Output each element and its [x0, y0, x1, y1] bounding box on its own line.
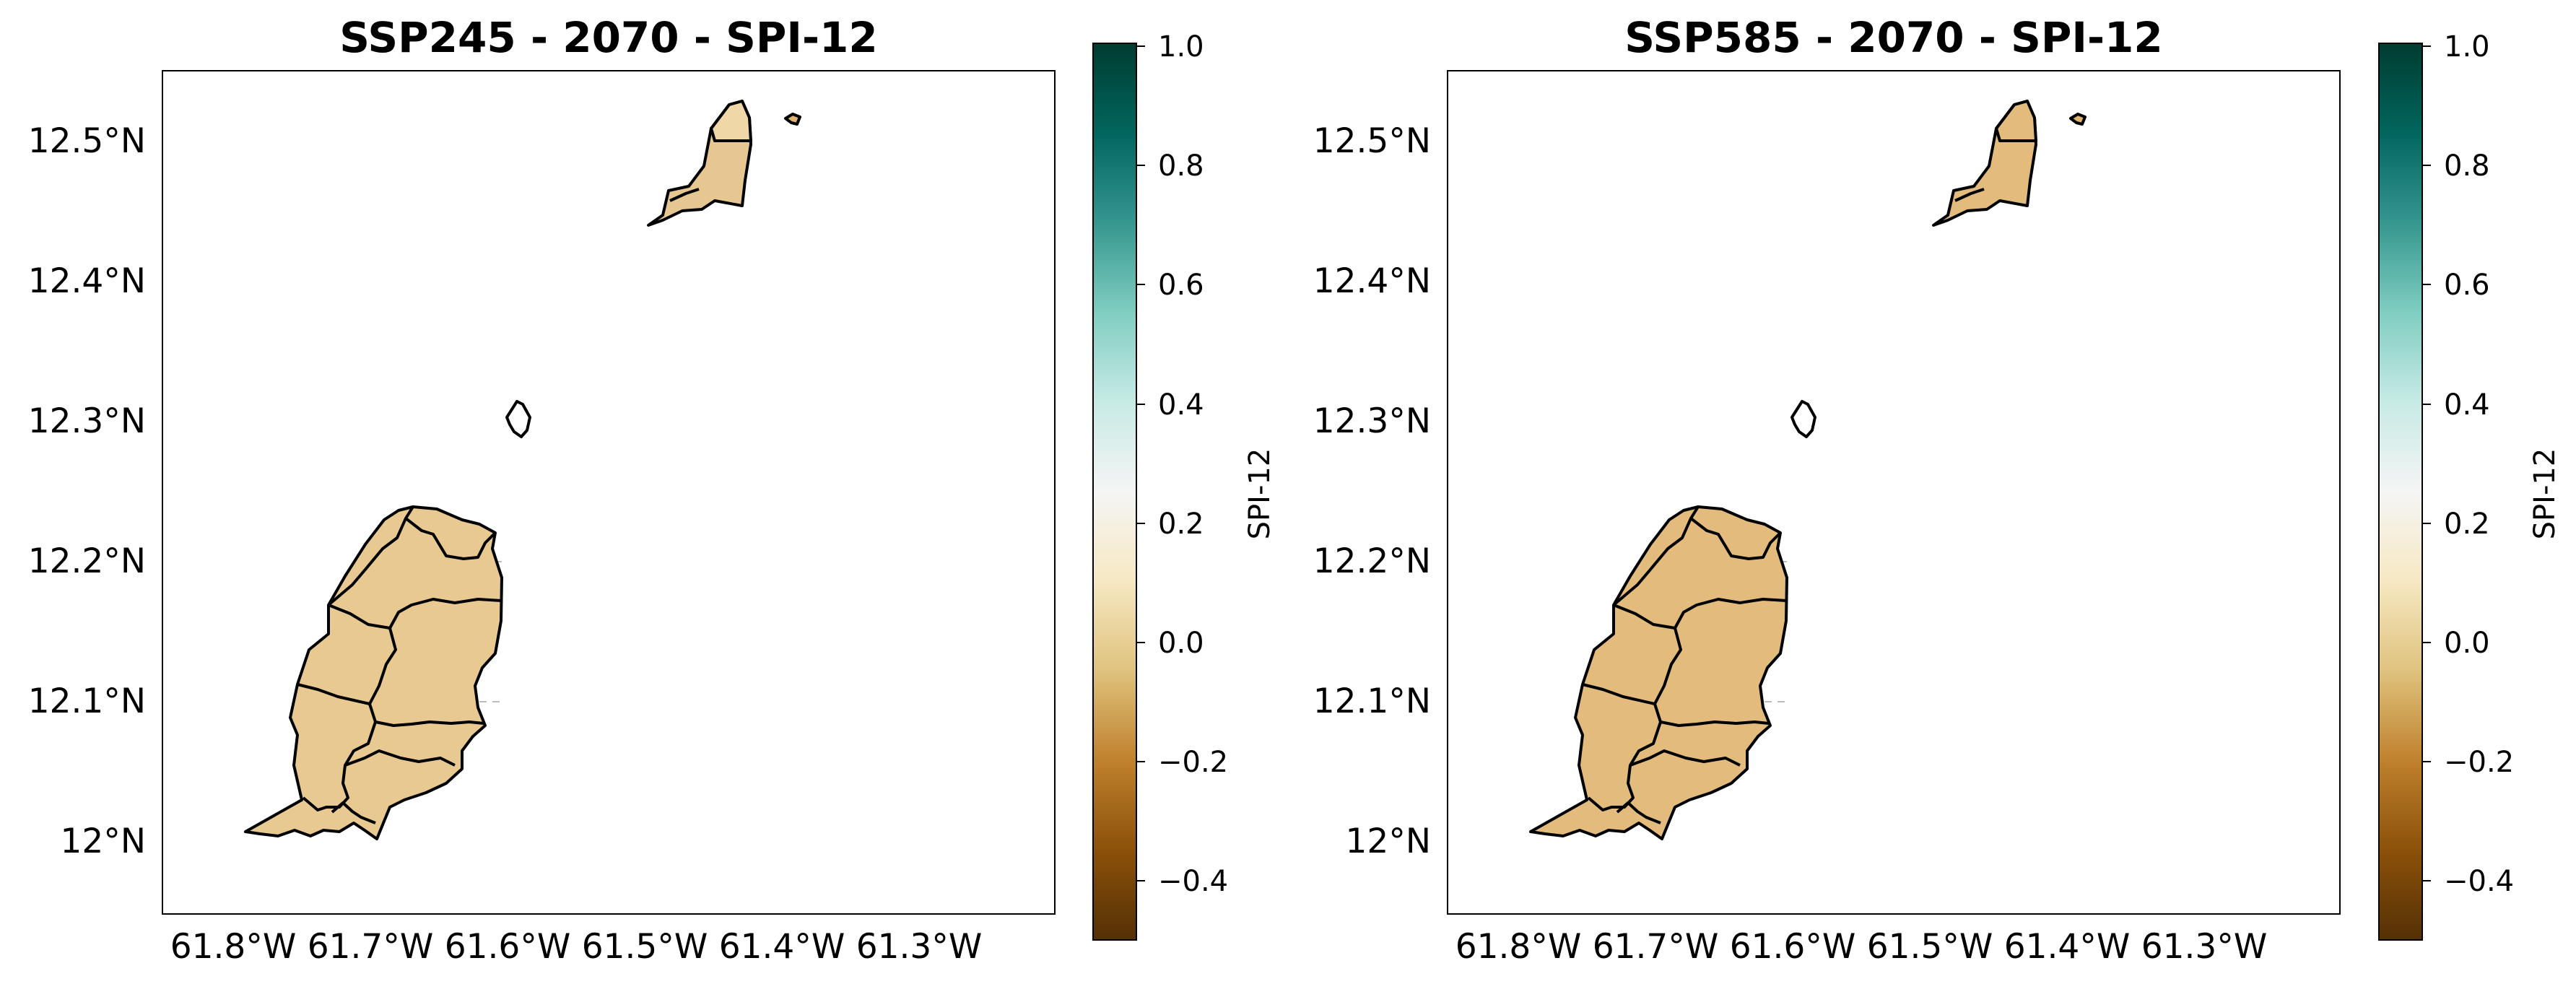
y-tick-label: 12.3°N: [28, 401, 146, 441]
region-petite-martinique: [784, 113, 801, 126]
x-tick-label: 61.8°W: [170, 927, 297, 967]
colorbar-tick-label: 0.8: [1158, 149, 1204, 183]
parish-boundaries: [297, 188, 700, 824]
map-frame: [1447, 70, 2341, 915]
colorbar-tick-label: 0.4: [2444, 388, 2490, 422]
x-tick-label: 61.6°W: [1730, 927, 1856, 967]
y-tick-label: 12.4°N: [28, 261, 146, 301]
y-ticks: 12.5°N 12.4°N 12.3°N 12.2°N 12.1°N 12°N: [1313, 121, 1431, 861]
region-outline-isle: [505, 400, 531, 438]
colorbar-label: SPI-12: [2528, 448, 2562, 540]
colorbar-tick-label: 0.4: [1158, 388, 1204, 422]
colorbar-tick-label: 0.0: [1158, 627, 1204, 660]
parish-boundaries: [1582, 188, 1985, 824]
x-tick-label: 61.5°W: [582, 927, 708, 967]
y-tick-label: 12.5°N: [28, 121, 146, 161]
x-tick-label: 61.7°W: [308, 927, 434, 967]
colorbar-tick-label: −0.4: [1158, 865, 1228, 898]
colorbar-tick-label: 1.0: [1158, 30, 1204, 64]
x-tick-label: 61.3°W: [856, 927, 983, 967]
colorbar-tick-label: −0.2: [2444, 746, 2514, 779]
x-tick-label: 61.7°W: [1593, 927, 1719, 967]
x-tick-label: 61.3°W: [2141, 927, 2268, 967]
colorbar-tick-label: 0.2: [1158, 508, 1204, 541]
panel-ssp245: SSP245 - 2070 - SPI-12: [28, 13, 1276, 967]
colorbar-tick-label: −0.2: [1158, 746, 1228, 779]
x-tick-label: 61.4°W: [2004, 927, 2131, 967]
colorbar-gradient: [1092, 43, 1137, 941]
x-ticks: 61.8°W 61.7°W 61.6°W 61.5°W 61.4°W 61.3°…: [1455, 927, 2268, 967]
region-grenada: [1529, 505, 1788, 840]
region-carriacou-north: [710, 100, 752, 142]
y-tick-label: 12°N: [61, 822, 146, 861]
x-tick-label: 61.5°W: [1867, 927, 1993, 967]
y-tick-label: 12.1°N: [1313, 682, 1431, 721]
colorbar-tick-label: 1.0: [2444, 30, 2490, 64]
region-outline-isle: [1790, 400, 1816, 438]
colorbar-gradient: [2378, 43, 2423, 941]
region-petite-martinique: [2069, 113, 2087, 126]
x-tick-label: 61.4°W: [719, 927, 845, 967]
map-regions: [1529, 100, 2087, 840]
panel-ssp585: SSP585 - 2070 - SPI-12: [1313, 13, 2562, 967]
colorbar-tick-label: 0.0: [2444, 627, 2490, 660]
region-carriacou-north: [1995, 100, 2037, 142]
colorbar-tick-label: 0.8: [2444, 149, 2490, 183]
map-frame: [162, 70, 1056, 915]
y-tick-label: 12.5°N: [1313, 121, 1431, 161]
colorbar-tick-label: 0.2: [2444, 508, 2490, 541]
y-tick-label: 12.2°N: [28, 541, 146, 581]
panel-title: SSP245 - 2070 - SPI-12: [339, 13, 878, 62]
y-tick-label: 12.3°N: [1313, 401, 1431, 441]
x-tick-label: 61.6°W: [445, 927, 571, 967]
map-regions: [244, 100, 801, 840]
y-tick-label: 12°N: [1346, 822, 1431, 861]
y-tick-label: 12.1°N: [28, 682, 146, 721]
colorbar-tick-label: −0.4: [2444, 865, 2514, 898]
y-ticks: 12.5°N 12.4°N 12.3°N 12.2°N 12.1°N 12°N: [28, 121, 146, 861]
x-ticks: 61.8°W 61.7°W 61.6°W 61.5°W 61.4°W 61.3°…: [170, 927, 983, 967]
region-grenada: [244, 505, 503, 840]
colorbar-label: SPI-12: [1243, 448, 1276, 540]
colorbar: 1.0 0.8 0.6 0.4 0.2 0.0 −0.2 −0.4 SPI-12: [1092, 30, 1276, 941]
y-tick-label: 12.4°N: [1313, 261, 1431, 301]
panel-title: SSP585 - 2070 - SPI-12: [1624, 13, 2163, 62]
colorbar-tick-label: 0.6: [2444, 269, 2490, 302]
x-tick-label: 61.8°W: [1455, 927, 1582, 967]
colorbar: 1.0 0.8 0.6 0.4 0.2 0.0 −0.2 −0.4 SPI-12: [2378, 30, 2562, 941]
y-tick-label: 12.2°N: [1313, 541, 1431, 581]
colorbar-tick-label: 0.6: [1158, 269, 1204, 302]
